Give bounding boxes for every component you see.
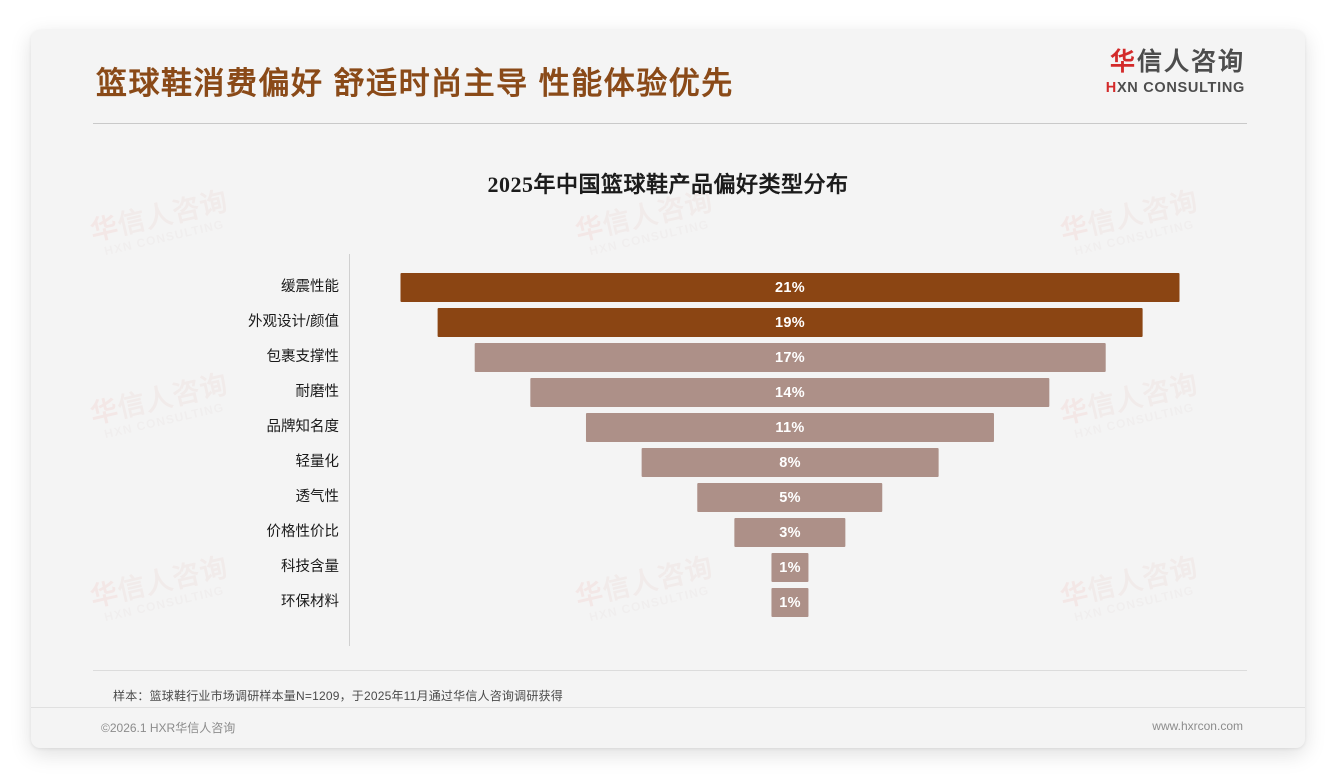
funnel-bar[interactable]: 21% — [400, 273, 1180, 302]
funnel-bar[interactable]: 1% — [771, 588, 809, 617]
funnel-row: 缓震性能 21% — [101, 270, 1231, 305]
funnel-bar-value: 5% — [779, 489, 801, 506]
footnote-divider — [93, 670, 1247, 671]
funnel-bar[interactable]: 3% — [734, 518, 846, 547]
funnel-bar[interactable]: 5% — [697, 483, 883, 512]
funnel-rows: 缓震性能 21% 外观设计/颜值 19% 包裹支撑性 17% 耐磨性 14% 品牌知名度 11% 轻… — [101, 270, 1231, 620]
funnel-row: 轻量化 8% — [101, 445, 1231, 480]
copyright-text: ©2026.1 HXR华信人咨询 — [101, 721, 236, 735]
brand-logo-en: HXN CONSULTING — [1106, 81, 1245, 96]
funnel-row-track: 3% — [349, 515, 1231, 550]
funnel-bar-value: 1% — [779, 559, 801, 576]
funnel-bar[interactable]: 1% — [771, 553, 809, 582]
funnel-row-label: 缓震性能 — [281, 279, 339, 296]
funnel-bar-value: 1% — [779, 594, 801, 611]
category-axis-line — [349, 254, 350, 646]
funnel-bar[interactable]: 8% — [641, 448, 939, 477]
brand-logo-en-highlight: H — [1105, 80, 1117, 96]
funnel-chart: 缓震性能 21% 外观设计/颜值 19% 包裹支撑性 17% 耐磨性 14% 品牌知名度 11% 轻… — [101, 238, 1231, 650]
funnel-row: 价格性价比 3% — [101, 515, 1231, 550]
funnel-bar[interactable]: 11% — [585, 413, 995, 442]
funnel-bar[interactable]: 17% — [474, 343, 1106, 372]
funnel-row: 包裹支撑性 17% — [101, 340, 1231, 375]
slide-header: 篮球鞋消费偏好 舒适时尚主导 性能体验优先 华信人咨询 HXN CONSULTI… — [31, 30, 1305, 124]
funnel-row: 外观设计/颜值 19% — [101, 305, 1231, 340]
funnel-row-label: 环保材料 — [281, 594, 339, 611]
funnel-row-track: 19% — [349, 305, 1231, 340]
funnel-row-track: 17% — [349, 340, 1231, 375]
funnel-row: 科技含量 1% — [101, 550, 1231, 585]
brand-logo-cn-highlight: 华 — [1109, 48, 1137, 76]
brand-logo: 华信人咨询 HXN CONSULTING — [1106, 50, 1245, 96]
chart-title: 2025年中国篮球鞋产品偏好类型分布 — [487, 172, 849, 197]
funnel-bar-value: 19% — [775, 314, 805, 331]
funnel-row-label: 透气性 — [295, 489, 340, 506]
funnel-bar-value: 8% — [779, 454, 801, 471]
sample-footnote: 样本：篮球鞋行业市场调研样本量N=1209，于2025年11月通过华信人咨询调研… — [113, 689, 563, 703]
website-url: www.hxrcon.com — [1152, 719, 1243, 733]
funnel-row-label: 耐磨性 — [295, 384, 340, 401]
funnel-row-track: 5% — [349, 480, 1231, 515]
funnel-row: 环保材料 1% — [101, 585, 1231, 620]
funnel-row-label: 包裹支撑性 — [266, 349, 340, 366]
funnel-bar[interactable]: 14% — [530, 378, 1050, 407]
funnel-bar-value: 11% — [775, 419, 805, 436]
funnel-row-label: 价格性价比 — [266, 524, 340, 541]
funnel-row: 品牌知名度 11% — [101, 410, 1231, 445]
slide-card: 华信人咨询 HXN CONSULTING 华信人咨询 HXN CONSULTIN… — [31, 30, 1305, 748]
funnel-row: 透气性 5% — [101, 480, 1231, 515]
funnel-row: 耐磨性 14% — [101, 375, 1231, 410]
funnel-bar-value: 14% — [775, 384, 805, 401]
header-divider — [93, 123, 1247, 124]
funnel-bar-value: 3% — [779, 524, 801, 541]
funnel-bar-value: 21% — [775, 279, 805, 296]
slide-footer: ©2026.1 HXR华信人咨询 www.hxrcon.com — [31, 707, 1305, 748]
funnel-bar[interactable]: 19% — [437, 308, 1143, 337]
funnel-row-label: 品牌知名度 — [266, 419, 340, 436]
funnel-row-track: 1% — [349, 585, 1231, 620]
brand-logo-cn: 华信人咨询 — [1106, 50, 1245, 75]
funnel-row-track: 1% — [349, 550, 1231, 585]
page-title: 篮球鞋消费偏好 舒适时尚主导 性能体验优先 — [96, 66, 734, 101]
funnel-row-label: 外观设计/颜值 — [247, 314, 339, 331]
funnel-row-track: 14% — [349, 375, 1231, 410]
funnel-row-track: 21% — [349, 270, 1231, 305]
funnel-row-label: 科技含量 — [281, 559, 339, 576]
funnel-row-track: 11% — [349, 410, 1231, 445]
funnel-row-label: 轻量化 — [295, 454, 340, 471]
funnel-bar-value: 17% — [775, 349, 805, 366]
funnel-row-track: 8% — [349, 445, 1231, 480]
brand-logo-en-rest: XN CONSULTING — [1116, 80, 1245, 96]
brand-logo-cn-rest: 信人咨询 — [1136, 48, 1245, 76]
